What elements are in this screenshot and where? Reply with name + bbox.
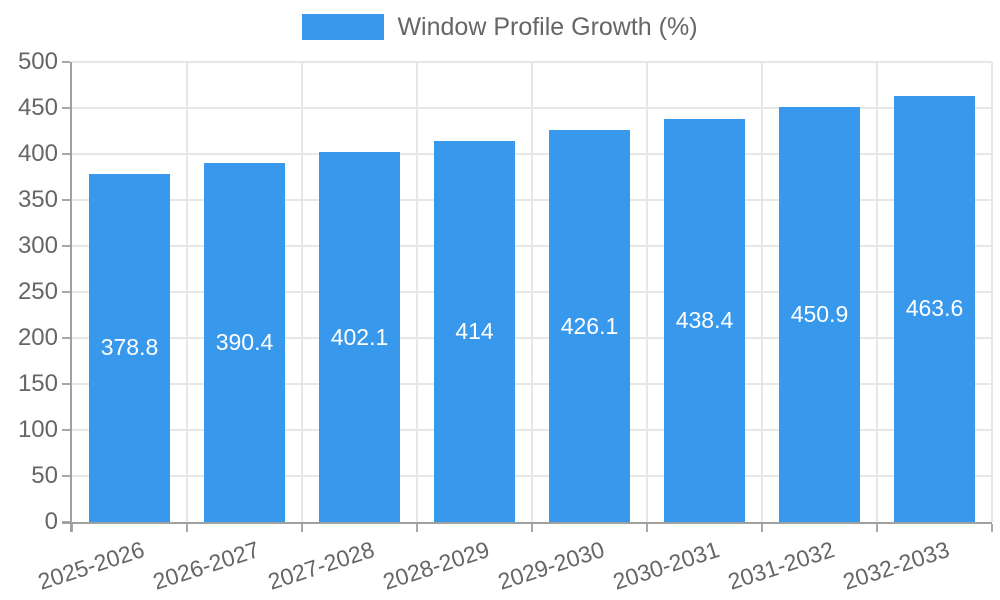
y-tick-450 <box>62 107 70 109</box>
gridline-x-7 <box>876 62 878 522</box>
bar-value-label-2029-2030: 426.1 <box>560 312 619 339</box>
x-tick-0 <box>71 524 73 532</box>
x-tick-label-2028-2029: 2028-2029 <box>379 536 492 595</box>
x-tick-label-2030-2031: 2030-2031 <box>609 536 722 595</box>
gridline-x-2 <box>301 62 303 522</box>
y-tick-label-250: 250 <box>17 278 58 305</box>
chart-legend: Window Profile Growth (%) <box>0 14 1000 40</box>
gridline-x-1 <box>186 62 188 522</box>
bar-value-label-2032-2033: 463.6 <box>905 295 964 322</box>
bar-2026-2027: 390.4 <box>204 162 285 522</box>
y-tick-label-150: 150 <box>17 370 58 397</box>
bar-2032-2033: 463.6 <box>894 95 975 522</box>
x-tick-2 <box>301 524 303 532</box>
bar-2031-2032: 450.9 <box>779 107 860 522</box>
x-axis-line <box>62 522 992 524</box>
bar-value-label-2027-2028: 402.1 <box>330 323 389 350</box>
y-tick-200 <box>62 337 70 339</box>
legend-item-window-profile-growth[interactable]: Window Profile Growth (%) <box>302 12 698 41</box>
y-tick-50 <box>62 475 70 477</box>
x-tick-label-2032-2033: 2032-2033 <box>839 536 952 595</box>
plot-area: 378.8 390.4 402.1 414 426.1 438.4 450.9 463.6 0… <box>18 50 993 595</box>
y-tick-500 <box>62 61 70 63</box>
x-tick-5 <box>646 524 648 532</box>
y-tick-100 <box>62 429 70 431</box>
gridline-x-3 <box>416 62 418 522</box>
y-tick-label-400: 400 <box>17 140 58 167</box>
y-tick-350 <box>62 199 70 201</box>
bar-value-label-2025-2026: 378.8 <box>100 334 159 361</box>
legend-label: Window Profile Growth (%) <box>397 12 698 41</box>
x-tick-7 <box>876 524 878 532</box>
y-tick-label-500: 500 <box>17 48 58 75</box>
legend-swatch <box>302 14 385 40</box>
y-tick-150 <box>62 383 70 385</box>
y-axis-line <box>70 62 72 532</box>
bar-2027-2028: 402.1 <box>319 152 400 522</box>
x-tick-label-2031-2032: 2031-2032 <box>724 536 837 595</box>
x-tick-1 <box>186 524 188 532</box>
y-tick-label-100: 100 <box>17 416 58 443</box>
x-tick-8 <box>991 524 993 532</box>
gridline-x-4 <box>531 62 533 522</box>
y-tick-label-200: 200 <box>17 324 58 351</box>
x-tick-label-2025-2026: 2025-2026 <box>34 536 147 595</box>
bar-value-label-2028-2029: 414 <box>455 318 494 345</box>
gridline-x-6 <box>761 62 763 522</box>
y-tick-label-300: 300 <box>17 232 58 259</box>
x-tick-4 <box>531 524 533 532</box>
y-tick-label-0: 0 <box>44 508 58 535</box>
bar-2029-2030: 426.1 <box>549 130 630 522</box>
x-tick-label-2027-2028: 2027-2028 <box>264 536 377 595</box>
bar-value-label-2031-2032: 450.9 <box>790 301 849 328</box>
gridline-x-5 <box>646 62 648 522</box>
y-tick-label-350: 350 <box>17 186 58 213</box>
y-tick-label-450: 450 <box>17 94 58 121</box>
bar-2030-2031: 438.4 <box>664 118 745 522</box>
y-tick-label-50: 50 <box>31 462 58 489</box>
x-tick-label-2029-2030: 2029-2030 <box>494 536 607 595</box>
x-tick-3 <box>416 524 418 532</box>
bar-2028-2029: 414 <box>434 141 515 522</box>
y-tick-400 <box>62 153 70 155</box>
bar-2025-2026: 378.8 <box>89 173 170 522</box>
y-tick-250 <box>62 291 70 293</box>
x-tick-label-2026-2027: 2026-2027 <box>149 536 262 595</box>
bar-value-label-2030-2031: 438.4 <box>675 306 734 333</box>
bar-value-label-2026-2027: 390.4 <box>215 328 274 355</box>
gridline-x-8 <box>991 62 993 522</box>
y-tick-300 <box>62 245 70 247</box>
x-tick-6 <box>761 524 763 532</box>
